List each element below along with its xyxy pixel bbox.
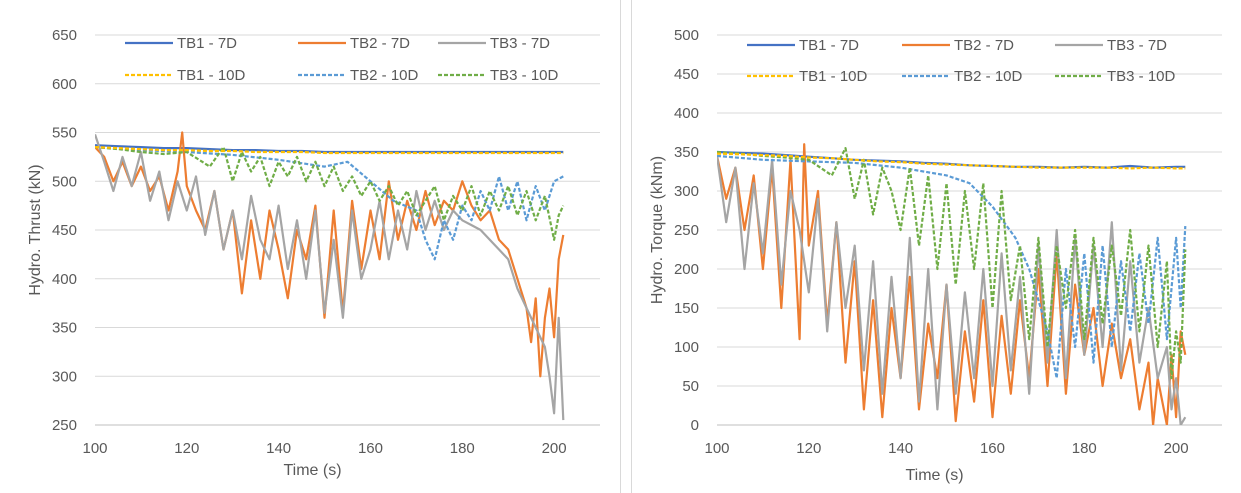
x-tick-label: 160 <box>358 440 383 457</box>
y-tick-label: 500 <box>674 27 699 44</box>
y-tick-label: 250 <box>52 417 77 434</box>
y-tick-label: 500 <box>52 173 77 190</box>
legend-label: TB3 - 7D <box>490 35 550 52</box>
series-line-tb3-10d <box>717 147 1187 380</box>
y-tick-label: 450 <box>674 66 699 83</box>
y-tick-label: 150 <box>674 300 699 317</box>
series-line-tb3-10d <box>95 146 565 241</box>
legend-label: TB2 - 10D <box>954 68 1023 85</box>
y-tick-label: 350 <box>52 320 77 337</box>
y-tick-label: 100 <box>674 339 699 356</box>
y-tick-label: 300 <box>674 183 699 200</box>
x-tick-label: 100 <box>82 440 107 457</box>
legend-label: TB1 - 7D <box>799 37 859 54</box>
y-tick-label: 300 <box>52 368 77 385</box>
y-tick-label: 450 <box>52 222 77 239</box>
y-tick-label: 50 <box>682 378 699 395</box>
series-line-tb1-10d <box>95 146 564 155</box>
legend-label: TB3 - 10D <box>490 67 559 84</box>
series-line-tb2-7d <box>717 143 1187 425</box>
x-tick-label: 160 <box>980 440 1005 457</box>
thrust-chart-panel: 250 300 350 400 450 500 550 600 650 100 120 140 160 1… <box>27 0 621 493</box>
y-tick-label: 400 <box>674 105 699 122</box>
legend-label: TB3 - 10D <box>1107 68 1176 85</box>
legend-label: TB2 - 7D <box>350 35 410 52</box>
y-tick-label: 350 <box>674 144 699 161</box>
y-axis-title: Hydro. Torque (kNm) <box>649 156 666 304</box>
y-tick-label: 200 <box>674 261 699 278</box>
y-tick-label: 0 <box>691 417 699 434</box>
series-line-tb3-7d <box>95 134 565 421</box>
legend-label: TB1 - 7D <box>177 35 237 52</box>
torque-chart: 0 50 100 150 200 250 300 350 400 450 500 100 120 140 1… <box>649 27 1222 484</box>
thrust-chart: 250 300 350 400 450 500 550 600 650 100 120 140 160 1… <box>27 27 600 479</box>
x-tick-label: 180 <box>1072 440 1097 457</box>
series-line-tb2-7d <box>95 131 565 378</box>
legend-label: TB1 - 10D <box>799 68 868 85</box>
x-tick-label: 120 <box>796 440 821 457</box>
legend-label: TB2 - 10D <box>350 67 419 84</box>
x-tick-label: 180 <box>450 440 475 457</box>
x-tick-label: 120 <box>174 440 199 457</box>
y-tick-label: 400 <box>52 271 77 288</box>
x-tick-label: 140 <box>888 440 913 457</box>
series-line-tb2-10d <box>717 154 1187 380</box>
series-line-tb1-7d <box>95 144 564 154</box>
y-axis-title: Hydro. Thrust (kN) <box>27 164 44 295</box>
series-line-tb3-7d <box>717 155 1187 425</box>
x-axis-title: Time (s) <box>905 467 963 484</box>
x-tick-label: 200 <box>1164 440 1189 457</box>
y-tick-label: 600 <box>52 76 77 93</box>
legend-label: TB2 - 7D <box>954 37 1014 54</box>
legend-label: TB1 - 10D <box>177 67 246 84</box>
y-tick-label: 250 <box>674 222 699 239</box>
x-tick-label: 140 <box>266 440 291 457</box>
y-tick-label: 650 <box>52 27 77 44</box>
legend-label: TB3 - 7D <box>1107 37 1167 54</box>
y-tick-label: 550 <box>52 125 77 142</box>
x-tick-label: 200 <box>542 440 567 457</box>
series-line-tb1-10d <box>717 152 1186 170</box>
torque-chart-panel: 0 50 100 150 200 250 300 350 400 450 500 100 120 140 1… <box>631 0 1241 493</box>
x-axis-title: Time (s) <box>283 462 341 479</box>
x-tick-label: 100 <box>704 440 729 457</box>
series-line-tb2-10d <box>95 146 564 261</box>
